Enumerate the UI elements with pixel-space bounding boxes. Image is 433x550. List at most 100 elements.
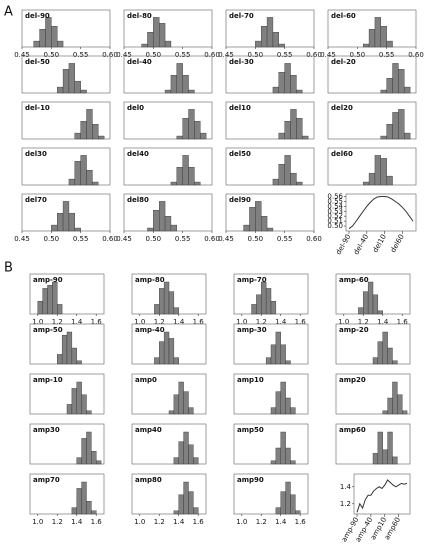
x-tick-label: 0.60 [204,235,220,243]
histogram-bar [243,224,250,232]
panel-title: amp70 [33,476,60,484]
x-tick-label: 0.50 [248,51,264,59]
histogram-bar [285,481,291,515]
x-tick-label: del-90 [334,233,352,256]
histogram-bar [363,291,369,315]
panel-title: amp-40 [135,326,165,334]
x-tick-label: del10 [371,233,388,254]
plot-frame [353,473,411,515]
panel-title: del20 [331,104,353,112]
histogram-bar [71,388,77,415]
x-tick-label: 1.6 [193,518,205,526]
y-tick-label: 0.52 [327,212,343,220]
histogram-bar [265,357,272,365]
plot-frame [123,101,213,140]
x-tick-label: 0.45 [116,235,132,243]
x-tick-label: 0.55 [277,51,293,59]
histogram-bar [39,29,46,48]
x-tick-label: 1.6 [295,318,307,326]
x-tick-label: 0.55 [73,235,89,243]
panel-title: del80 [127,196,149,204]
panel-title: amp-60 [339,276,369,284]
x-tick-label: 1.6 [295,518,307,526]
histogram-bar [272,178,279,186]
x-tick-label: 1.6 [193,318,205,326]
histogram-bar [57,40,64,48]
histogram-bar [194,181,201,186]
histogram-bar [368,29,376,48]
x-tick-label: 1.6 [91,518,103,526]
histogram-bar [188,491,194,515]
x-tick-label: 0.55 [379,51,395,59]
histogram-bar [377,310,383,315]
histogram-bar [278,132,285,140]
plot-frame [29,423,105,465]
histogram-bar [173,510,179,515]
histogram-bar [57,86,64,94]
histogram-bar [96,460,102,465]
x-tick-label: 0.60 [408,51,424,59]
x-tick-label: 0.45 [14,235,30,243]
histogram-bar [280,381,286,415]
histogram-bar [66,404,73,415]
histogram-bar [386,40,393,48]
x-tick-label: 0.50 [146,51,162,59]
histogram-bar [270,344,277,365]
plot-frame [225,101,315,140]
histogram-bar [380,26,387,48]
histogram-bar [372,357,379,365]
x-tick-label: 0.60 [102,235,118,243]
plot-frame [123,147,213,186]
histogram-bar [159,341,165,365]
histogram-bar [164,215,172,232]
histogram-bar [62,69,70,94]
histogram-bar [284,121,291,140]
x-tick-label: 0.45 [218,51,234,59]
histogram-bar [163,331,170,365]
histogram-bar [386,77,393,94]
histogram-bar [74,132,81,140]
histogram-bar [402,410,408,415]
histogram-bar [76,381,82,415]
histogram-bar [302,135,309,140]
histogram-bar [173,307,179,315]
histogram-bar [280,431,286,465]
histogram-bar [368,172,376,186]
histogram-bar [404,86,411,94]
histogram-bar [284,63,291,94]
histogram-bar [386,123,393,140]
histogram-bar [158,23,166,48]
panel-title: amp90 [237,476,264,484]
histogram-bar [372,453,379,465]
histogram-bar [380,135,387,140]
panel-title: amp-30 [237,326,267,334]
x-tick-label: del-40 [352,233,370,256]
histogram-bar [261,26,268,48]
x-tick-label: 1.2 [256,318,267,326]
histogram-bar [176,135,183,140]
histogram-bar [57,304,63,315]
panel-title: del-90 [25,12,50,20]
panel-title: amp50 [237,426,264,434]
histogram-bar [382,410,388,415]
panel-title: del-40 [127,58,152,66]
histogram-bar [194,121,201,140]
histogram-bar [290,494,296,515]
histogram-bar [76,457,82,465]
histogram-bar [256,294,262,315]
histogram-bar [290,172,297,186]
histogram-bar [183,481,189,515]
x-tick-label: 0.55 [277,235,293,243]
x-tick-label: 1.0 [134,518,145,526]
panel-title: del-10 [25,104,50,112]
histogram-bar [92,123,99,140]
histogram-bar [74,227,81,232]
histogram-bar [91,510,97,515]
histogram-bar [147,32,154,48]
histogram-bar [374,155,381,186]
histogram-bar [285,397,291,415]
panel-title: del10 [229,104,251,112]
y-tick-label: 0.56 [327,192,343,200]
histogram-bar [173,394,179,415]
